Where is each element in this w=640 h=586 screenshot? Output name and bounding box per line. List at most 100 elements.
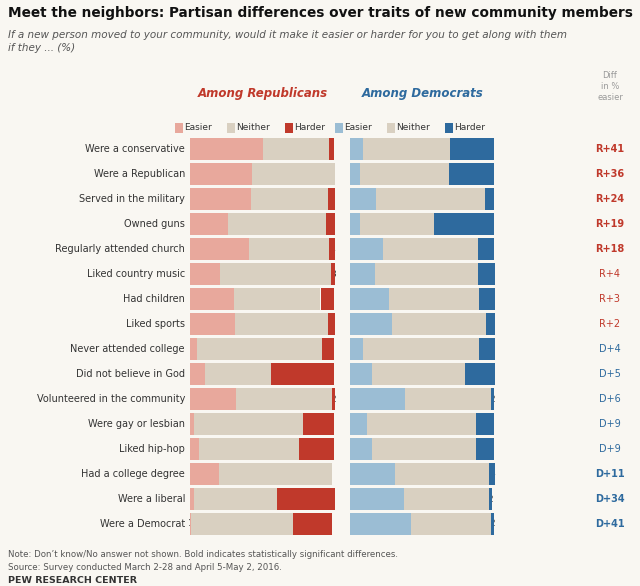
Text: 2: 2	[488, 495, 493, 503]
Text: 4: 4	[490, 469, 495, 479]
Text: 18: 18	[357, 195, 369, 203]
Text: 50: 50	[221, 145, 232, 154]
Text: 41: 41	[458, 220, 470, 229]
Text: 29: 29	[365, 319, 377, 329]
Text: 66: 66	[278, 394, 290, 404]
Text: 20: 20	[199, 469, 210, 479]
Text: 27: 27	[307, 520, 318, 529]
Text: 9: 9	[354, 345, 360, 353]
Text: 64: 64	[276, 319, 287, 329]
Text: 26: 26	[203, 220, 214, 229]
Text: 69: 69	[243, 445, 255, 454]
Text: 75: 75	[425, 195, 436, 203]
Text: 15: 15	[355, 445, 367, 454]
Text: R+18: R+18	[595, 244, 625, 254]
Text: Were a liberal: Were a liberal	[118, 494, 185, 504]
Text: 55: 55	[445, 520, 456, 529]
Text: 70: 70	[236, 520, 248, 529]
Text: D+11: D+11	[595, 469, 625, 479]
Text: 8: 8	[325, 345, 331, 353]
Text: 65: 65	[425, 244, 436, 254]
Text: 4: 4	[330, 244, 335, 254]
Text: R+4: R+4	[600, 269, 621, 279]
Text: 71: 71	[420, 270, 432, 278]
Text: 5: 5	[328, 319, 334, 329]
Text: 12: 12	[353, 420, 364, 428]
Text: 78: 78	[270, 469, 282, 479]
Text: Were a conservative: Were a conservative	[85, 144, 185, 154]
Text: 6: 6	[488, 319, 493, 329]
Text: D+6: D+6	[599, 394, 621, 404]
Text: Served in the military: Served in the military	[79, 194, 185, 204]
Text: PEW RESEARCH CENTER: PEW RESEARCH CENTER	[8, 576, 137, 585]
Text: 15: 15	[355, 370, 367, 379]
Text: R+3: R+3	[600, 294, 621, 304]
Text: 57: 57	[288, 169, 300, 179]
Text: 9: 9	[324, 295, 330, 304]
Text: 75: 75	[243, 420, 255, 428]
Text: 21: 21	[474, 370, 486, 379]
Text: 24: 24	[310, 445, 322, 454]
Text: 7: 7	[352, 169, 358, 179]
Text: R+36: R+36	[595, 169, 625, 179]
Text: D+5: D+5	[599, 369, 621, 379]
Text: 10: 10	[191, 370, 203, 379]
Text: Neither: Neither	[397, 124, 430, 132]
Text: Had children: Had children	[123, 294, 185, 304]
Text: Volunteered in the community: Volunteered in the community	[36, 394, 185, 404]
Text: Were a Democrat: Were a Democrat	[100, 519, 185, 529]
Text: D+34: D+34	[595, 494, 625, 504]
Text: Harder: Harder	[454, 124, 486, 132]
Text: Liked hip-hop: Liked hip-hop	[119, 444, 185, 454]
Text: R+19: R+19	[595, 219, 625, 229]
Text: 62: 62	[428, 295, 440, 304]
Text: 7: 7	[352, 220, 358, 229]
Text: 3: 3	[330, 270, 336, 278]
Text: D+41: D+41	[595, 519, 625, 529]
Text: 3: 3	[328, 145, 334, 154]
Text: 21: 21	[200, 270, 211, 278]
Text: 11: 11	[480, 244, 492, 254]
Text: 46: 46	[232, 370, 244, 379]
Text: 27: 27	[364, 295, 375, 304]
Text: R+2: R+2	[600, 319, 621, 329]
Text: 43: 43	[297, 370, 308, 379]
Text: 6: 6	[486, 195, 492, 203]
Text: 46: 46	[290, 145, 301, 154]
Text: Liked sports: Liked sports	[126, 319, 185, 329]
Text: Liked country music: Liked country music	[87, 269, 185, 279]
Text: Among Republicans: Among Republicans	[197, 87, 328, 100]
Text: 53: 53	[284, 195, 295, 203]
Text: 60: 60	[401, 145, 412, 154]
Text: 80: 80	[415, 345, 427, 353]
Text: Regularly attended church: Regularly attended church	[55, 244, 185, 254]
Text: 76: 76	[270, 270, 282, 278]
Text: D+9: D+9	[599, 444, 621, 454]
Text: D+9: D+9	[599, 419, 621, 429]
Text: Were gay or lesbian: Were gay or lesbian	[88, 419, 185, 429]
Text: 38: 38	[372, 394, 383, 404]
Text: Owned guns: Owned guns	[124, 219, 185, 229]
Text: Had a college degree: Had a college degree	[81, 469, 185, 479]
Text: Harder: Harder	[294, 124, 326, 132]
Text: 55: 55	[284, 244, 295, 254]
Text: Did not believe in God: Did not believe in God	[76, 369, 185, 379]
Text: 42: 42	[215, 195, 226, 203]
Text: 1: 1	[188, 520, 193, 529]
Text: 43: 43	[216, 169, 227, 179]
Text: 51: 51	[392, 220, 403, 229]
Text: 41: 41	[214, 244, 225, 254]
Text: Were a Republican: Were a Republican	[93, 169, 185, 179]
Text: 32: 32	[207, 394, 219, 404]
Text: 68: 68	[271, 220, 283, 229]
Text: 11: 11	[481, 345, 493, 353]
Text: 12: 12	[479, 420, 490, 428]
Text: Easier: Easier	[184, 124, 212, 132]
Text: 37: 37	[371, 495, 383, 503]
Text: Meet the neighbors: Partisan differences over traits of new community members: Meet the neighbors: Partisan differences…	[8, 6, 633, 20]
Text: 23: 23	[361, 244, 372, 254]
Text: 65: 65	[436, 469, 448, 479]
Text: 5: 5	[328, 195, 334, 203]
Text: 3: 3	[189, 495, 195, 503]
Text: 30: 30	[466, 145, 477, 154]
